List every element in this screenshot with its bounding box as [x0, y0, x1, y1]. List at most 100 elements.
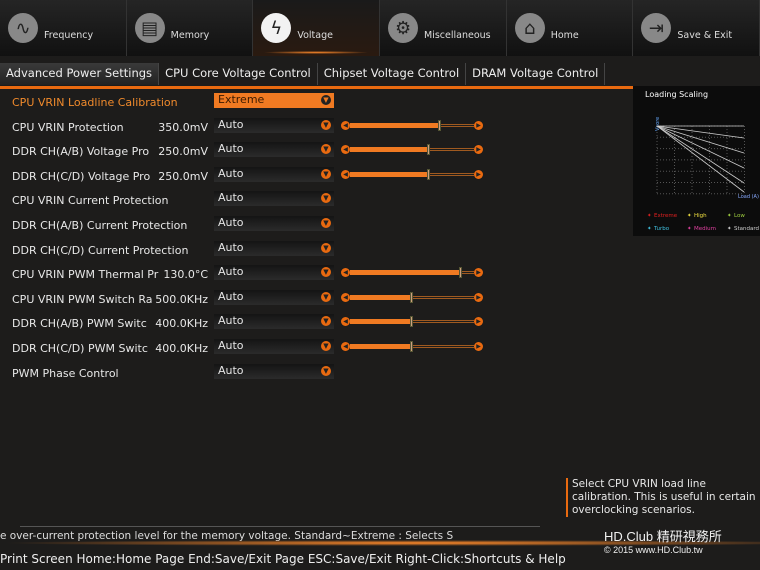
exit-icon: ⇥ — [641, 13, 672, 43]
increase-arrow-icon[interactable]: ▶ — [474, 145, 483, 155]
value-slider[interactable]: ◀ ▶ — [341, 291, 483, 303]
legend-entry: Standard — [734, 226, 759, 232]
subtab[interactable]: CPU Core Voltage Control — [159, 63, 318, 85]
chevron-down-icon: ▼ — [321, 341, 331, 351]
nav-tab-home[interactable]: ⌂ Home — [507, 0, 634, 56]
setting-row[interactable]: CPU VRIN PWM Switch Ra 500.0KHz Auto ▼ ◀ ▶ — [12, 289, 492, 310]
setting-row[interactable]: CPU VRIN Current Protection Auto ▼ — [12, 191, 492, 211]
option-dropdown[interactable]: Auto ▼ — [214, 363, 334, 379]
slider-thumb[interactable] — [409, 316, 413, 328]
option-dropdown[interactable]: Auto ▼ — [214, 166, 334, 182]
increase-arrow-icon[interactable]: ▶ — [474, 169, 483, 179]
legend-marker-icon: ✦ — [687, 212, 692, 219]
nav-tab-frequency[interactable]: ∿ Frequency — [0, 0, 127, 56]
slider-thumb[interactable] — [459, 267, 463, 279]
dropdown-value: Auto — [218, 166, 244, 180]
key-hints: Print Screen Home:Home Page End:Save/Exi… — [0, 552, 566, 566]
legend-entry: Turbo — [653, 226, 670, 232]
dropdown-value: Auto — [218, 191, 244, 205]
option-dropdown[interactable]: Auto ▼ — [214, 339, 334, 354]
setting-row[interactable]: DDR CH(A/B) Current Protection Auto ▼ — [12, 216, 492, 236]
value-slider[interactable]: ◀ ▶ — [341, 168, 483, 180]
value-slider[interactable]: ◀ ▶ — [341, 267, 483, 279]
increase-arrow-icon[interactable]: ▶ — [474, 317, 483, 327]
chart-svg: Loading Scaling Vcore Load (A) ✦ Extreme ✦… — [645, 90, 759, 232]
chevron-down-icon: ▼ — [321, 168, 331, 179]
slider-thumb[interactable] — [426, 144, 430, 156]
chevron-down-icon: ▼ — [321, 365, 331, 376]
subtab[interactable]: DRAM Voltage Control — [466, 63, 606, 85]
chevron-down-icon: ▼ — [321, 291, 331, 302]
increase-arrow-icon[interactable]: ▶ — [474, 120, 483, 130]
decrease-arrow-icon[interactable]: ◀ — [341, 169, 350, 179]
option-dropdown[interactable]: Auto ▼ — [214, 240, 334, 256]
slider-thumb[interactable] — [426, 168, 430, 180]
setting-row[interactable]: PWM Phase Control Auto ▼ — [12, 363, 492, 384]
option-dropdown[interactable]: Auto ▼ — [214, 216, 334, 231]
dropdown-value: Auto — [218, 142, 244, 156]
value-slider[interactable]: ◀ ▶ — [341, 144, 483, 156]
slider-thumb[interactable] — [409, 341, 413, 352]
chevron-down-icon: ▼ — [321, 119, 331, 130]
sine-wave-icon: ∿ — [8, 13, 38, 43]
dropdown-value: Auto — [218, 339, 244, 352]
subtab[interactable]: Chipset Voltage Control — [318, 63, 467, 85]
nav-tab-voltage[interactable]: ϟ Voltage — [253, 0, 381, 56]
setting-value: 250.0mV — [158, 169, 208, 183]
option-dropdown[interactable]: Auto ▼ — [214, 142, 334, 158]
setting-row[interactable]: DDR CH(C/D) Voltage Pro 250.0mV Auto ▼ ◀ ▶ — [12, 166, 492, 187]
sub-tabs: Advanced Power Settings CPU Core Voltage … — [0, 63, 606, 85]
nav-tab-label: Miscellaneous — [424, 29, 491, 41]
chevron-down-icon: ▼ — [321, 95, 331, 105]
value-slider[interactable]: ◀ ▶ — [341, 341, 483, 352]
legend-entry: Extreme — [654, 213, 678, 219]
bottom-glow — [0, 540, 760, 546]
loadline-series — [656, 125, 745, 139]
setting-row[interactable]: CPU VRIN Protection 350.0mV Auto ▼ ◀ ▶ — [12, 117, 492, 138]
lightning-icon: ϟ — [261, 13, 292, 43]
setting-row[interactable]: DDR CH(C/D) PWM Switc 400.0KHz Auto ▼ ◀ ▶ — [12, 339, 492, 359]
decrease-arrow-icon[interactable]: ◀ — [341, 342, 350, 351]
dropdown-value: Auto — [218, 117, 244, 131]
nav-tab-label: Frequency — [44, 29, 94, 41]
slider-thumb[interactable] — [409, 291, 413, 303]
option-dropdown[interactable]: Auto ▼ — [214, 265, 334, 281]
nav-tab-miscellaneous[interactable]: ⚙ Miscellaneous — [380, 0, 507, 56]
decrease-arrow-icon[interactable]: ◀ — [341, 120, 350, 130]
loadline-series — [656, 125, 745, 184]
decrease-arrow-icon[interactable]: ◀ — [341, 317, 350, 327]
setting-label: DDR CH(C/D) Current Protection — [12, 243, 189, 257]
setting-row[interactable]: DDR CH(A/B) PWM Switc 400.0KHz Auto ▼ ◀ ▶ — [12, 314, 492, 334]
option-dropdown[interactable]: Auto ▼ — [214, 191, 334, 207]
legend-marker-icon: ✦ — [727, 225, 732, 232]
setting-row[interactable]: CPU VRIN Loadline Calibration Extreme ▼ — [12, 93, 492, 113]
setting-row[interactable]: DDR CH(C/D) Current Protection Auto ▼ — [12, 240, 492, 261]
slider-fill — [350, 344, 410, 349]
chart-title: Loading Scaling — [645, 90, 708, 99]
nav-tab-memory[interactable]: ▤ Memory — [127, 0, 254, 56]
option-dropdown[interactable]: Auto ▼ — [214, 314, 334, 330]
help-text: Select CPU VRIN load line calibration. T… — [566, 478, 756, 517]
option-dropdown[interactable]: Extreme ▼ — [214, 93, 334, 108]
subtab[interactable]: Advanced Power Settings — [0, 63, 160, 85]
legend-marker-icon: ✦ — [727, 212, 732, 219]
option-dropdown[interactable]: Auto ▼ — [214, 117, 334, 133]
increase-arrow-icon[interactable]: ▶ — [474, 292, 483, 302]
setting-row[interactable]: CPU VRIN PWM Thermal Pr 130.0°C Auto ▼ ◀ ▶ — [12, 265, 492, 285]
dropdown-value: Auto — [218, 216, 244, 229]
loadline-series — [656, 125, 745, 154]
setting-label: DDR CH(A/B) PWM Switc — [12, 317, 147, 331]
setting-row[interactable]: DDR CH(A/B) Voltage Pro 250.0mV Auto ▼ ◀ ▶ — [12, 142, 492, 162]
value-slider[interactable]: ◀ ▶ — [341, 316, 483, 328]
watermark-title: HD.Club 精研視務所 — [604, 529, 722, 544]
increase-arrow-icon[interactable]: ▶ — [474, 342, 483, 351]
increase-arrow-icon[interactable]: ▶ — [474, 268, 483, 278]
decrease-arrow-icon[interactable]: ◀ — [341, 292, 350, 302]
value-slider[interactable]: ◀ ▶ — [341, 119, 483, 131]
setting-value: 350.0mV — [158, 120, 208, 134]
decrease-arrow-icon[interactable]: ◀ — [341, 145, 350, 155]
option-dropdown[interactable]: Auto ▼ — [214, 289, 334, 305]
nav-tab-save-exit[interactable]: ⇥ Save & Exit — [633, 0, 760, 56]
decrease-arrow-icon[interactable]: ◀ — [341, 268, 350, 278]
slider-thumb[interactable] — [438, 119, 442, 131]
